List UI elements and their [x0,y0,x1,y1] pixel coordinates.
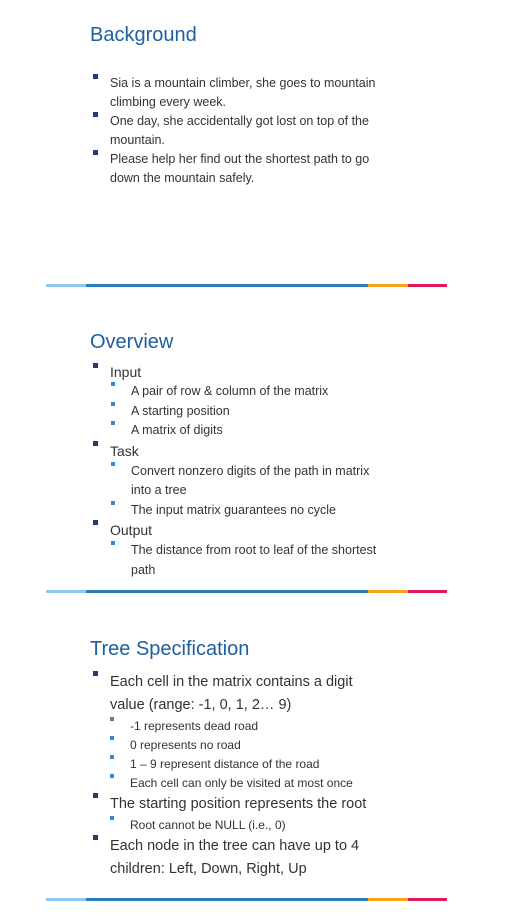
slide-tree-specification: Tree Specification Each cell in the matr… [0,610,507,923]
bullet-line: into a tree [131,483,187,497]
list-item: A matrix of digits [111,421,393,441]
bullet-line: A pair of row & column of the matrix [131,384,329,398]
bullet-list: Input A pair of row & column of the matr… [93,363,413,580]
bullet-line: Each cell in the matrix contains a digit [110,674,353,690]
sub-list: The distance from root to leaf of the sh… [93,541,413,580]
list-item: Output [93,520,413,541]
bullet-line: 1 – 9 represent distance of the road [130,757,320,771]
bullet-line: A matrix of digits [131,423,223,437]
divider-segment [408,590,447,593]
sub-list: Convert nonzero digits of the path in ma… [93,461,413,521]
sub-list: Root cannot be NULL (i.e., 0) [93,816,413,835]
bullet-line: Convert nonzero digits of the path in ma… [131,463,370,478]
list-item: Convert nonzero digits of the path in ma… [111,461,393,501]
list-item: Root cannot be NULL (i.e., 0) [110,816,393,835]
bullet-line: path [131,562,156,577]
bullet-line: down the mountain safely. [110,171,255,185]
color-divider [46,898,447,901]
list-item: The starting position represents the roo… [93,793,413,816]
sub-list: -1 represents dead road 0 represents no … [93,717,413,793]
slide-title: Tree Specification [90,638,250,660]
bullet-line: -1 represents dead road [130,719,259,733]
list-item: Input [93,363,413,382]
bullet-line: Each node in the tree can have up to 4 [110,838,360,854]
list-item: Each node in the tree can have up to 4 c… [93,835,413,881]
list-item: Each cell can only be visited at most on… [110,774,393,793]
bullet-line: The starting position represents the roo… [110,796,367,812]
slide-background: Background Sia is a mountain climber, sh… [0,0,507,290]
list-item: A starting position [111,401,393,422]
list-item: 1 – 9 represent distance of the road [110,755,393,774]
list-item: Sia is a mountain climber, she goes to m… [93,74,423,112]
slide-title: Overview [90,331,174,353]
bullet-line: The input matrix guarantees no cycle [131,502,336,517]
color-divider [46,284,447,287]
divider-segment [408,284,447,287]
list-item: Each cell in the matrix contains a digit… [93,671,413,717]
list-item: One day, she accidentally got lost on to… [93,112,423,150]
slide-overview: Overview Input A pair of row & column of… [0,300,507,600]
divider-segment [368,590,408,593]
bullet-list: Each cell in the matrix contains a digit… [93,671,413,881]
bullet-line: mountain. [110,133,165,147]
sub-list: A pair of row & column of the matrix A s… [93,382,413,441]
bullet-line: Output [110,522,153,538]
bullet-line: A starting position [131,403,230,418]
bullet-line: Each cell can only be visited at most on… [130,776,353,790]
bullet-line: children: Left, Down, Right, Up [110,861,307,877]
list-item: The input matrix guarantees no cycle [111,500,393,521]
divider-segment [368,898,408,901]
color-divider [46,590,447,593]
bullet-line: Input [110,364,142,380]
bullet-line: Root cannot be NULL (i.e., 0) [130,818,286,832]
list-item: A pair of row & column of the matrix [111,382,393,402]
bullet-line: 0 represents no road [130,738,241,752]
list-item: 0 represents no road [110,736,393,755]
list-item: -1 represents dead road [110,717,393,736]
bullet-line: climbing every week. [110,95,227,109]
list-item: Please help her find out the shortest pa… [93,150,423,188]
bullet-line: The distance from root to leaf of the sh… [131,543,377,557]
bullet-line: Sia is a mountain climber, she goes to m… [110,76,376,90]
bullet-line: value (range: -1, 0, 1, 2… 9) [110,697,292,713]
divider-segment [368,284,408,287]
slide-title: Background [90,24,197,46]
bullet-line: Task [110,442,139,459]
bullet-list: Sia is a mountain climber, she goes to m… [93,74,423,188]
bullet-line: Please help her find out the shortest pa… [110,152,370,166]
bullet-line: One day, she accidentally got lost on to… [110,114,369,128]
divider-segment [408,898,447,901]
list-item: Task [93,440,413,462]
list-item: The distance from root to leaf of the sh… [111,541,393,580]
